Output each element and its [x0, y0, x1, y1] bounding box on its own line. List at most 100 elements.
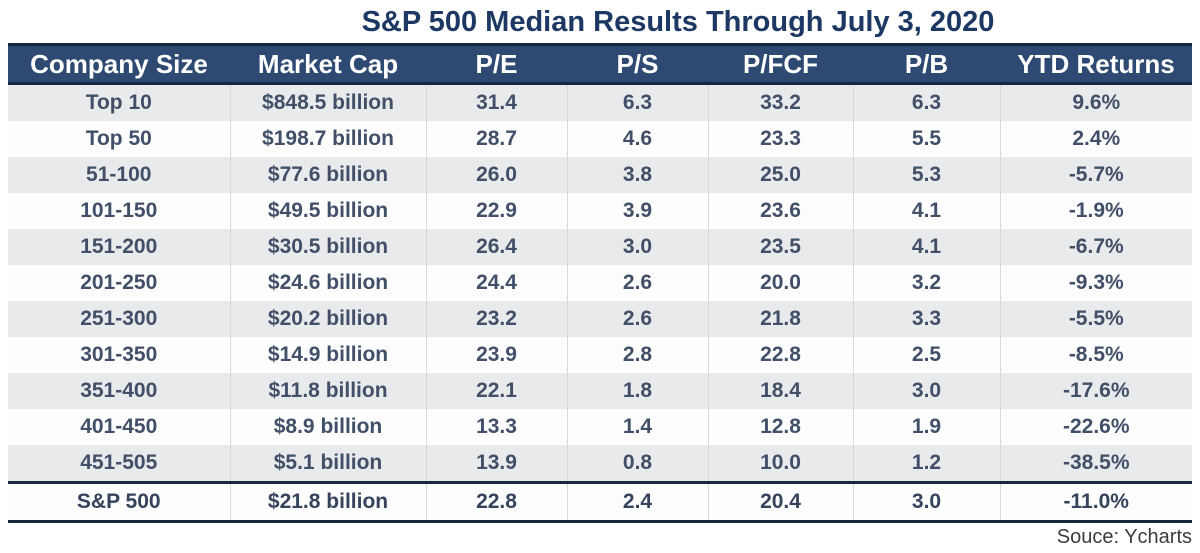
table-cell: S&P 500 [8, 481, 230, 523]
page-title: S&P 500 Median Results Through July 3, 2… [361, 6, 995, 38]
table-cell: $49.5 billion [229, 193, 426, 229]
table-cell: 3.0 [852, 481, 1000, 523]
table-cell: 6.3 [566, 83, 708, 121]
table-cell: 18.4 [707, 373, 853, 409]
table-cell: 351-400 [80, 379, 158, 402]
table-row: 201-250 $24.6 billion 24.4 2.6 20.0 3.2 -9.3% [8, 265, 1192, 301]
table-row: 251-300 $20.2 billion 23.2 2.6 21.8 3.3 -5.5% [8, 301, 1192, 337]
table-cell: 25.0 [707, 157, 853, 193]
table-cell: 13.9 [425, 445, 567, 483]
table-cell: 4.1 [852, 229, 1000, 265]
table-cell: 10.0 [707, 445, 853, 483]
table-cell: $21.8 billion [229, 481, 426, 523]
table-cell: 1.8 [566, 373, 708, 409]
sp500-median-table: Company Size Market Cap P/E P/S P/FCF P/… [8, 43, 1192, 523]
table-cell: 2.5 [852, 337, 1000, 373]
table-cell: 1.2 [852, 445, 1000, 483]
table-cell: 23.2 [425, 301, 567, 337]
table-cell: 6.3 [852, 83, 1000, 121]
table-cell: 1.9 [852, 409, 1000, 445]
table-cell: 22.8 [707, 337, 853, 373]
table-cell: 4.6 [566, 121, 708, 157]
table-cell: 21.8 [707, 301, 853, 337]
table-cell: 9.6% [999, 83, 1192, 121]
table-cell: $24.6 billion [229, 265, 426, 301]
column-header-pe: P/E [426, 43, 567, 85]
table-cell: 20.4 [707, 481, 853, 523]
table-row: 451-505 $5.1 billion 13.9 0.8 10.0 1.2 -38.5% [8, 445, 1192, 483]
table-cell: $11.8 billion [229, 373, 426, 409]
table-cell: Top 10 [85, 91, 152, 114]
table-cell: $30.5 billion [229, 229, 426, 265]
table-row: 351-400 $11.8 billion 22.1 1.8 18.4 3.0 -17.6% [8, 373, 1192, 409]
table-cell: 22.9 [425, 193, 567, 229]
table-cell: -6.7% [999, 229, 1192, 265]
column-header-ytd-returns: YTD Returns [1000, 43, 1192, 85]
table-cell: 2.8 [566, 337, 708, 373]
column-header-company-size: Company Size [8, 43, 230, 85]
table-cell: -8.5% [999, 337, 1192, 373]
column-header-market-cap: Market Cap [230, 43, 426, 85]
table-cell: 23.5 [707, 229, 853, 265]
table-cell: 101-150 [80, 199, 158, 222]
table-cell: 22.8 [425, 481, 567, 523]
table-cell: 5.5 [852, 121, 1000, 157]
column-header-pfcf: P/FCF [708, 43, 853, 85]
table-row: 101-150 $49.5 billion 22.9 3.9 23.6 4.1 -1.9% [8, 193, 1192, 229]
table-row: Top 50 $198.7 billion 28.7 4.6 23.3 5.5 2.4% [8, 121, 1192, 157]
table-cell: 24.4 [425, 265, 567, 301]
table-cell: 3.8 [566, 157, 708, 193]
table-cell: 2.6 [566, 265, 708, 301]
table-cell: 2.6 [566, 301, 708, 337]
table-cell: 3.3 [852, 301, 1000, 337]
table-cell: 3.9 [566, 193, 708, 229]
table-cell: 2.4% [999, 121, 1192, 157]
table-cell: 28.7 [425, 121, 567, 157]
table-cell: -38.5% [999, 445, 1192, 483]
table-row: 401-450 $8.9 billion 13.3 1.4 12.8 1.9 -22.6% [8, 409, 1192, 445]
table-cell: 1.4 [566, 409, 708, 445]
table-row: Top 10 $848.5 billion 31.4 6.3 33.2 6.3 9.6% [8, 83, 1192, 121]
table-cell: 201-250 [80, 271, 158, 294]
table-cell: $848.5 billion [229, 83, 426, 121]
table-row: 51-100 $77.6 billion 26.0 3.8 25.0 5.3 -5.7% [8, 157, 1192, 193]
table-cell: 22.1 [425, 373, 567, 409]
table-cell: 13.3 [425, 409, 567, 445]
table-cell: 4.1 [852, 193, 1000, 229]
table-cell: 151-200 [80, 235, 158, 258]
table-cell: $8.9 billion [229, 409, 426, 445]
table-cell: 3.0 [566, 229, 708, 265]
table-cell: -9.3% [999, 265, 1192, 301]
table-cell: 20.0 [707, 265, 853, 301]
table-cell: 33.2 [707, 83, 853, 121]
table-cell: 3.0 [852, 373, 1000, 409]
table-cell: 251-300 [80, 307, 158, 330]
table-cell: 301-350 [80, 343, 158, 366]
source-note: Souce: Ycharts [1056, 526, 1192, 548]
table-cell: Top 50 [85, 127, 152, 150]
table-cell: $77.6 billion [229, 157, 426, 193]
table-cell: 26.4 [425, 229, 567, 265]
table-cell: 401-450 [80, 415, 158, 438]
table-cell: 31.4 [425, 83, 567, 121]
column-header-pb: P/B [853, 43, 1000, 85]
header-row: Company Size Market Cap P/E P/S P/FCF P/… [8, 43, 1192, 85]
table-row: 301-350 $14.9 billion 23.9 2.8 22.8 2.5 -8.5% [8, 337, 1192, 373]
table-cell: 5.3 [852, 157, 1000, 193]
table-cell: $14.9 billion [229, 337, 426, 373]
table-cell: 23.9 [425, 337, 567, 373]
table-cell: 23.6 [707, 193, 853, 229]
summary-row-sp500: S&P 500 $21.8 billion 22.8 2.4 20.4 3.0 … [8, 481, 1192, 523]
table-cell: -22.6% [999, 409, 1192, 445]
table-cell: 2.4 [566, 481, 708, 523]
table-cell: 51-100 [86, 163, 152, 186]
table-cell: -17.6% [999, 373, 1192, 409]
table-row: 151-200 $30.5 billion 26.4 3.0 23.5 4.1 -6.7% [8, 229, 1192, 265]
table-cell: 12.8 [707, 409, 853, 445]
table-cell: 3.2 [852, 265, 1000, 301]
table-cell: $5.1 billion [229, 445, 426, 483]
table-cell: 26.0 [425, 157, 567, 193]
table-cell: 0.8 [566, 445, 708, 483]
table-cell: $198.7 billion [229, 121, 426, 157]
